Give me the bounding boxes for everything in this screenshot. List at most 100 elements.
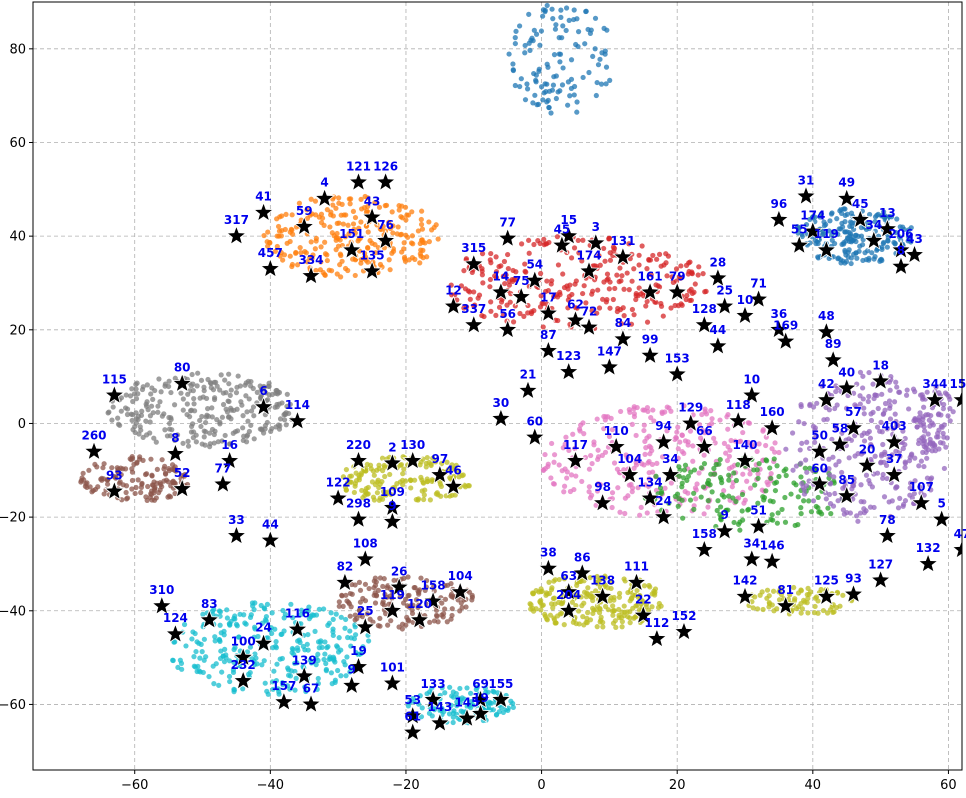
- data-point: [192, 408, 198, 414]
- data-point: [149, 385, 155, 391]
- data-point: [386, 257, 392, 263]
- data-point: [313, 662, 319, 668]
- data-point: [265, 635, 271, 641]
- data-point: [549, 278, 555, 284]
- data-point: [530, 100, 536, 106]
- data-point: [431, 618, 438, 624]
- data-point: [625, 493, 631, 499]
- data-point: [866, 393, 872, 400]
- data-point: [605, 585, 611, 591]
- marker-label: 104: [617, 452, 642, 466]
- data-point: [175, 664, 181, 671]
- data-point: [551, 293, 557, 300]
- data-point: [566, 17, 572, 23]
- data-point: [343, 487, 349, 493]
- star-marker: [707, 267, 729, 288]
- data-point: [413, 497, 419, 503]
- data-point: [598, 614, 604, 620]
- data-point: [312, 198, 319, 204]
- data-point: [245, 418, 251, 424]
- data-point: [298, 612, 304, 618]
- data-point: [596, 253, 602, 259]
- data-point: [691, 467, 698, 473]
- data-point: [133, 484, 139, 491]
- data-point: [442, 596, 449, 602]
- data-point: [702, 289, 708, 295]
- data-point: [838, 260, 844, 266]
- data-point: [595, 481, 601, 487]
- marker-label: 9: [348, 663, 356, 677]
- data-point: [346, 196, 352, 202]
- star-marker: [734, 449, 756, 470]
- data-point: [144, 382, 150, 388]
- data-point: [733, 498, 739, 505]
- data-point: [556, 576, 562, 583]
- data-point: [537, 42, 543, 48]
- data-point: [207, 380, 214, 386]
- data-point: [767, 498, 773, 504]
- data-point: [609, 490, 616, 496]
- data-point: [431, 707, 438, 713]
- data-point: [569, 599, 575, 605]
- star-marker: [653, 505, 675, 527]
- data-point: [577, 428, 583, 434]
- data-point: [594, 624, 600, 630]
- data-point: [245, 378, 251, 384]
- data-point: [875, 405, 881, 412]
- star-marker: [83, 440, 105, 461]
- marker-label: 67: [303, 681, 320, 695]
- data-point: [549, 6, 555, 12]
- data-point: [344, 654, 350, 660]
- data-point: [347, 473, 353, 479]
- data-point: [165, 494, 171, 500]
- data-point: [705, 504, 711, 510]
- data-point: [779, 506, 785, 513]
- data-point: [861, 411, 867, 417]
- data-point: [418, 575, 424, 581]
- data-point: [825, 505, 831, 511]
- data-point: [853, 250, 859, 256]
- data-point: [900, 445, 906, 452]
- data-point: [348, 635, 354, 641]
- data-point: [134, 380, 140, 386]
- data-point: [381, 576, 387, 582]
- data-point: [123, 489, 129, 496]
- data-point: [805, 595, 811, 602]
- star-marker: [829, 433, 851, 454]
- star-marker: [334, 571, 356, 592]
- data-point: [180, 396, 186, 402]
- data-point: [271, 668, 277, 674]
- data-point: [129, 486, 135, 492]
- data-point: [575, 237, 581, 244]
- data-point: [513, 28, 519, 34]
- marker-label: 155: [488, 677, 513, 691]
- data-point: [491, 689, 497, 695]
- data-point: [317, 267, 323, 273]
- star-marker: [408, 608, 431, 630]
- data-point: [887, 513, 894, 520]
- data-point: [418, 474, 424, 480]
- data-point: [384, 594, 390, 600]
- data-point: [616, 469, 622, 475]
- data-point: [802, 465, 808, 471]
- star-marker: [225, 224, 247, 246]
- data-point: [375, 477, 381, 483]
- data-point: [252, 626, 258, 632]
- data-point: [574, 109, 580, 115]
- data-point: [168, 415, 174, 421]
- data-point: [574, 305, 580, 311]
- star-marker: [422, 590, 444, 611]
- star-marker: [293, 215, 315, 236]
- data-point: [621, 576, 627, 582]
- data-point: [365, 259, 371, 265]
- data-point: [797, 447, 803, 453]
- data-point: [247, 644, 254, 650]
- plot-background: [33, 2, 962, 770]
- marker-label: 145: [454, 695, 479, 709]
- data-point: [390, 223, 396, 229]
- data-point: [561, 576, 567, 582]
- data-point: [537, 240, 543, 247]
- data-point: [709, 489, 715, 495]
- data-point: [429, 713, 435, 719]
- data-point: [673, 266, 680, 272]
